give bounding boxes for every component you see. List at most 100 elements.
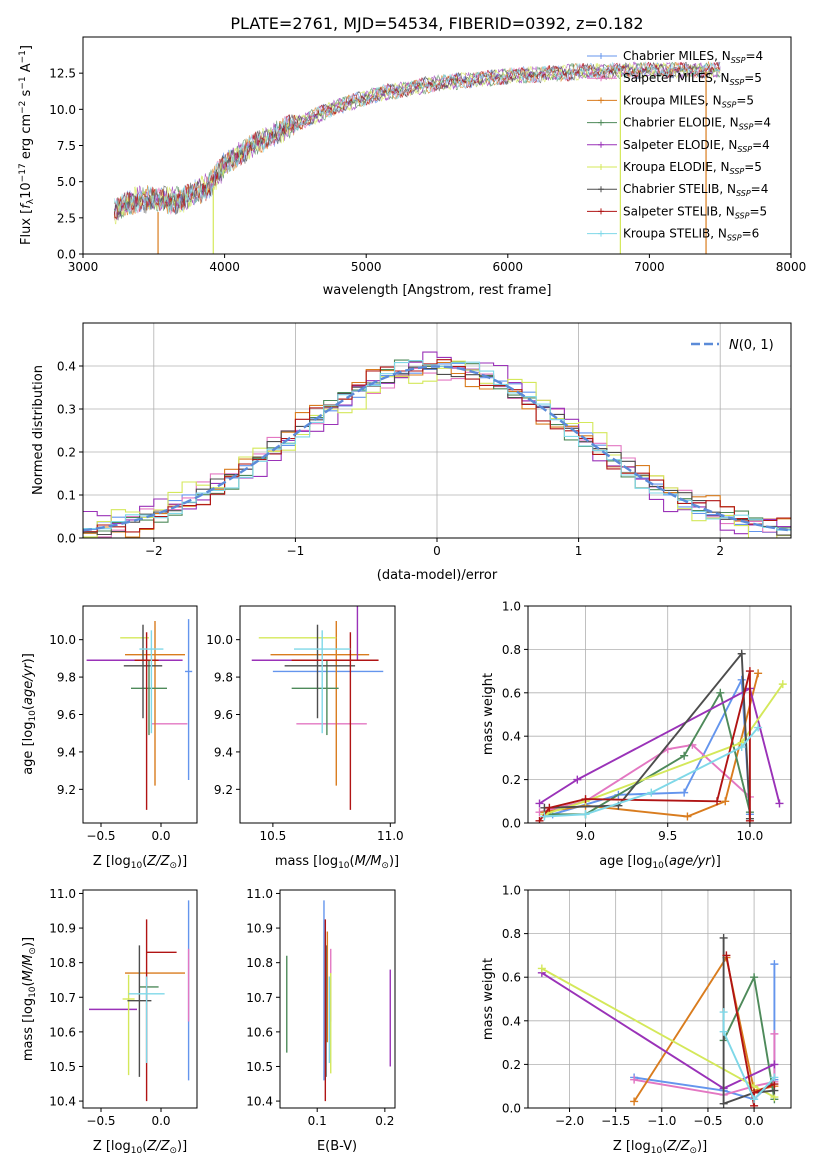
legend-marker (598, 75, 604, 82)
weight-point-marker (770, 1060, 779, 1069)
x-axis-label: Z [log10(Z/Z⊙)] (613, 1139, 707, 1156)
y-tick-label: 10.9 (49, 922, 76, 936)
legend: N(0, 1) (691, 338, 774, 353)
x-tick-label: 6000 (493, 260, 524, 274)
weight-point-marker (745, 816, 754, 823)
y-tick-label: 0.0 (57, 248, 76, 262)
weight-series-line (538, 670, 751, 822)
x-axis-label: wavelength [Angstrom, rest frame] (323, 283, 552, 298)
weight-series-line (722, 1012, 776, 1101)
y-tick-label: 10.0 (49, 103, 76, 117)
x-tick-label: 10.5 (260, 829, 287, 843)
x-tick-label: 0.1 (308, 1114, 327, 1128)
weight-point-marker (719, 1099, 728, 1108)
axes-frame (82, 605, 198, 824)
y-tick-label: 0.1 (57, 489, 76, 503)
x-tick-label: 10.0 (737, 829, 764, 843)
x-tick-label: −1.0 (647, 1114, 676, 1128)
plot-area (537, 933, 779, 1108)
x-tick-label: 11.0 (377, 829, 404, 843)
y-tick-label: 10.7 (49, 991, 76, 1005)
weight-point-marker (680, 788, 689, 797)
y-axis-label: age [log10(age/yr)] (21, 653, 38, 775)
legend-label: Kroupa MILES, NSSP=5 (623, 93, 754, 109)
weight-point-marker (540, 812, 549, 821)
x-tick-label: 9.5 (658, 829, 677, 843)
y-tick-label: 10.8 (246, 956, 273, 970)
weight-point-marker (713, 797, 722, 806)
y-axis-label: mass weight (481, 673, 496, 755)
spectrum-line (114, 61, 721, 221)
weight-point-marker (716, 688, 725, 697)
x-tick-label: −1 (287, 544, 305, 558)
y-tick-label: 0.2 (502, 1058, 521, 1072)
plot-area (89, 900, 190, 1102)
plot-area (251, 606, 384, 810)
weight-point-marker (775, 799, 784, 808)
legend-label: Kroupa STELIB, NSSP=6 (623, 227, 759, 243)
spectrum-line (113, 62, 721, 219)
weight-point-marker (722, 951, 731, 960)
y-axis-label: mass [log10(M/M⊙)] (21, 937, 38, 1061)
y-tick-label: 10.0 (206, 633, 233, 647)
legend-marker (598, 141, 604, 148)
y-tick-label: 11.0 (49, 887, 76, 901)
x-tick-label: 5000 (351, 260, 382, 274)
figure-title: PLATE=2761, MJD=54534, FIBERID=0392, z=0… (230, 14, 643, 33)
x-tick-label: −0.5 (86, 1114, 115, 1128)
y-tick-label: 0.3 (57, 403, 76, 417)
weight-point-marker (719, 933, 728, 942)
x-tick-label: 0.0 (151, 829, 170, 843)
x-axis-label: Z [log10(Z/Z⊙)] (93, 1139, 187, 1156)
y-tick-label: 11.0 (246, 887, 273, 901)
y-tick-label: 1.0 (502, 600, 521, 614)
weight-point-marker (537, 964, 546, 973)
legend-label: Chabrier STELIB, NSSP=4 (623, 182, 768, 198)
histogram-series (83, 351, 791, 535)
y-tick-label: 0.6 (502, 686, 521, 700)
flux-spectrum-panel: 3000 4000 5000 6000 7000 8000 0.0 2.5 5.0 7.5 10.0… (18, 36, 806, 298)
weight-point-marker (683, 812, 692, 821)
weight-point-marker (680, 751, 689, 760)
legend-marker (598, 53, 604, 59)
x-tick-label: −0.5 (693, 1114, 722, 1128)
weight-point-marker (770, 1073, 779, 1082)
weight-point-marker (737, 649, 746, 658)
weight-point-marker (581, 795, 590, 804)
x-tick-label: −0.5 (86, 829, 115, 843)
y-tick-label: 0.4 (502, 730, 521, 744)
x-tick-label: −2 (145, 544, 163, 558)
histogram-series (83, 366, 791, 536)
y-tick-label: 10.8 (49, 956, 76, 970)
x-axis-label: (data-model)/error (377, 568, 498, 583)
x-tick-label: 7000 (634, 260, 665, 274)
y-tick-label: 0.0 (57, 532, 76, 546)
y-tick-label: 10.4 (49, 1095, 76, 1109)
y-tick-label: 0.4 (502, 1014, 521, 1028)
x-tick-label: 0.0 (745, 1114, 764, 1128)
residual-histogram-panel: −2 −1 0 1 2 0.0 0.1 0.2 0.3 0.4 (data-model)/error… (31, 322, 792, 583)
y-tick-label: 9.2 (214, 783, 233, 797)
x-tick-label: −1.5 (601, 1114, 630, 1128)
x-tick-label: 2 (716, 544, 724, 558)
legend-label: Kroupa ELODIE, NSSP=5 (623, 160, 762, 176)
legend-label: Chabrier MILES, NSSP=4 (623, 49, 763, 65)
x-tick-label: 9.0 (576, 829, 595, 843)
mass-vs-ebv-panel: 0.1 0.2 10.4 10.5 10.6 10.7 10.8 10.9 11.0 E(B-V) (246, 887, 396, 1154)
weight-point-marker (737, 675, 746, 684)
y-tick-label: 10.6 (246, 1025, 273, 1039)
weight-series-line (538, 687, 781, 805)
mass-vs-metallicity-panel: −0.5 0.0 10.4 10.5 10.6 10.7 10.8 10.9 11.0 Z [lo… (21, 887, 198, 1156)
weight-point-marker (581, 810, 590, 819)
weight-point-marker (630, 1075, 639, 1084)
y-tick-label: 0.6 (502, 971, 521, 985)
mass-weight-vs-metallicity-panel: −2.0 −1.5 −1.0 −0.5 0.0 0.0 0.2 0.4 0.6 0.8 1.0 Z [… (481, 884, 792, 1156)
weight-point-marker (770, 1029, 779, 1038)
y-tick-label: 10.4 (246, 1095, 273, 1109)
weight-point-marker (750, 1095, 759, 1104)
x-tick-label: 0.2 (375, 1114, 394, 1128)
y-tick-label: 1.0 (502, 884, 521, 898)
y-tick-label: 10.0 (49, 633, 76, 647)
plot-area (535, 649, 787, 823)
axes-frame (279, 889, 396, 1109)
